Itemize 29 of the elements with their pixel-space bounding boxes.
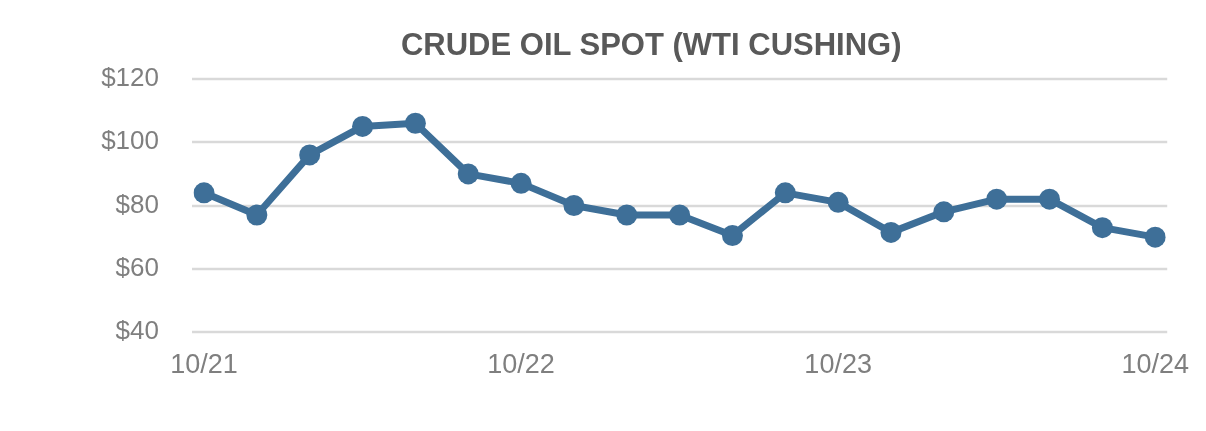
- point: [774, 182, 796, 204]
- point: [510, 172, 532, 194]
- chart-title: CRUDE OIL SPOT (WTI CUSHING): [400, 27, 902, 62]
- point: [299, 144, 321, 166]
- point: [880, 221, 902, 243]
- y-tick-label: $100: [101, 125, 159, 156]
- point: [1091, 217, 1113, 239]
- point: [616, 204, 638, 226]
- point: [1039, 188, 1061, 210]
- y-tick-label: $80: [115, 188, 159, 219]
- y-tick-label: $60: [115, 251, 159, 282]
- point: [404, 112, 426, 134]
- point: [933, 201, 955, 223]
- y-tick-label: $40: [115, 315, 159, 346]
- y-tick-label: $120: [101, 62, 159, 93]
- point: [986, 188, 1008, 210]
- point: [669, 204, 691, 226]
- x-tick-label: 10/22: [487, 348, 555, 379]
- x-tick-label: 10/21: [170, 348, 238, 379]
- x-tick-label: 10/24: [1121, 348, 1190, 379]
- point: [193, 182, 215, 204]
- point: [827, 191, 849, 213]
- point: [1144, 226, 1166, 248]
- x-tick-label: 10/23: [804, 348, 872, 379]
- point: [352, 115, 374, 137]
- point: [246, 204, 268, 226]
- point: [721, 225, 743, 247]
- point: [457, 163, 479, 185]
- point: [563, 195, 585, 216]
